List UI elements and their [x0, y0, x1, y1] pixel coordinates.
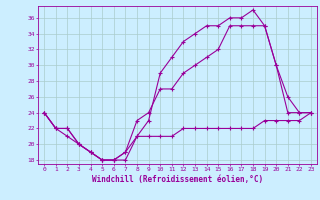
- X-axis label: Windchill (Refroidissement éolien,°C): Windchill (Refroidissement éolien,°C): [92, 175, 263, 184]
